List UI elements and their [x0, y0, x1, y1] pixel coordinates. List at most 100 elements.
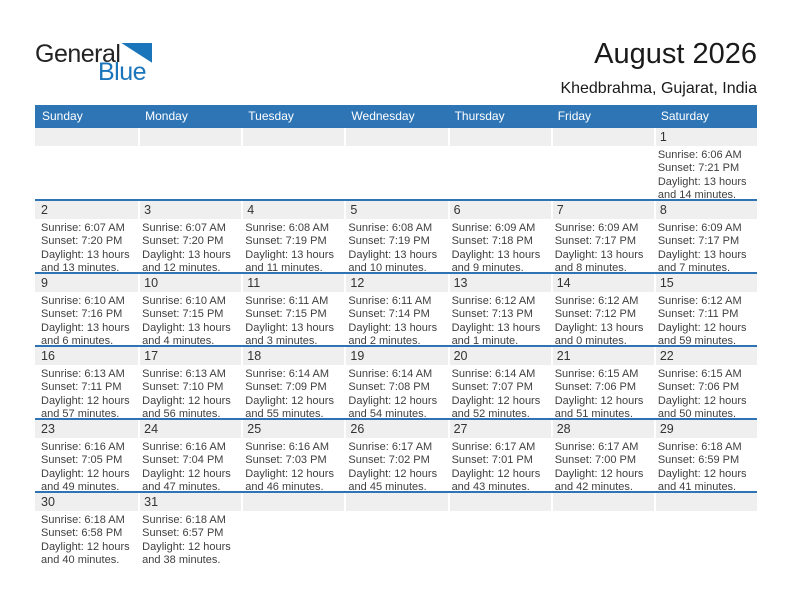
week-row-3: 9 Sunrise: 6:10 AM Sunset: 7:16 PM Daylight…	[35, 272, 757, 345]
page-header: General Blue August 2026 Khedbrahma, Guj…	[35, 0, 757, 105]
daylight-text: Daylight: 12 hours	[142, 467, 231, 480]
sunset-text: Sunset: 7:02 PM	[348, 454, 430, 467]
day-cell: 10 Sunrise: 6:10 AM Sunset: 7:15 PM Dayligh…	[138, 274, 242, 345]
day-number	[344, 493, 448, 511]
day-number: 24	[138, 420, 242, 438]
sunset-text: Sunset: 7:14 PM	[348, 308, 430, 321]
day-cell: 15 Sunrise: 6:12 AM Sunset: 7:11 PM Dayligh…	[653, 274, 757, 345]
daylight-text-2: and 57 minutes.	[41, 408, 120, 418]
day-cell: 13 Sunrise: 6:12 AM Sunset: 7:13 PM Dayligh…	[447, 274, 551, 345]
daylight-text: Daylight: 13 hours	[142, 321, 231, 334]
day-cell: 23 Sunrise: 6:16 AM Sunset: 7:05 PM Dayligh…	[35, 420, 139, 491]
sunset-text: Sunset: 7:19 PM	[245, 235, 327, 248]
day-number: 3	[138, 201, 242, 219]
sunrise-text: Sunrise: 6:11 AM	[348, 295, 432, 307]
daylight-text-2: and 13 minutes.	[41, 262, 120, 272]
day-number	[138, 128, 242, 146]
daylight-text: Daylight: 12 hours	[348, 467, 438, 480]
day-cell: 21 Sunrise: 6:15 AM Sunset: 7:06 PM Dayligh…	[550, 347, 654, 418]
daylight-text-2: and 43 minutes.	[451, 481, 530, 491]
day-number: 29	[653, 420, 757, 438]
day-number: 25	[241, 420, 345, 438]
dow-saturday: Saturday	[660, 108, 709, 123]
day-cell	[344, 128, 448, 199]
daylight-text: Daylight: 12 hours	[348, 394, 438, 407]
sunset-text: Sunset: 7:04 PM	[142, 454, 224, 467]
day-of-week-header-row: Sunday Monday Tuesday Wednesday Thursday…	[35, 105, 757, 126]
daylight-text-2: and 51 minutes.	[554, 408, 633, 418]
day-number	[344, 128, 448, 146]
daylight-text-2: and 40 minutes.	[41, 554, 120, 564]
daylight-text-2: and 45 minutes.	[348, 481, 427, 491]
day-number: 11	[241, 274, 345, 292]
daylight-text-2: and 7 minutes.	[657, 262, 730, 272]
day-number: 9	[35, 274, 139, 292]
sunrise-text: Sunrise: 6:14 AM	[245, 368, 330, 380]
sunset-text: Sunset: 7:06 PM	[554, 381, 637, 394]
day-cell	[241, 128, 345, 199]
daylight-text: Daylight: 12 hours	[657, 467, 747, 480]
page-title: August 2026	[594, 38, 757, 70]
daylight-text-2: and 10 minutes.	[348, 262, 427, 272]
daylight-text: Daylight: 13 hours	[245, 321, 334, 334]
daylight-text: Daylight: 13 hours	[245, 248, 334, 261]
day-number: 22	[653, 347, 757, 365]
day-number: 6	[447, 201, 551, 219]
day-number: 31	[138, 493, 242, 511]
sunset-text: Sunset: 6:59 PM	[657, 454, 740, 467]
daylight-text: Daylight: 12 hours	[41, 540, 130, 553]
daylight-text-2: and 4 minutes.	[142, 335, 215, 345]
sunset-text: Sunset: 7:19 PM	[348, 235, 430, 248]
daylight-text: Daylight: 12 hours	[554, 394, 644, 407]
sunrise-text: Sunrise: 6:07 AM	[41, 222, 125, 234]
week-row-4: 16 Sunrise: 6:13 AM Sunset: 7:11 PM Dayligh…	[35, 345, 757, 418]
daylight-text-2: and 38 minutes.	[142, 554, 221, 564]
day-cell: 1 Sunrise: 6:06 AM Sunset: 7:21 PM Daylight…	[653, 128, 757, 199]
day-cell: 6 Sunrise: 6:09 AM Sunset: 7:18 PM Daylight…	[447, 201, 551, 272]
daylight-text-2: and 6 minutes.	[41, 335, 114, 345]
sunset-text: Sunset: 7:21 PM	[657, 162, 740, 175]
day-number: 10	[138, 274, 242, 292]
day-cell: 4 Sunrise: 6:08 AM Sunset: 7:19 PM Daylight…	[241, 201, 345, 272]
sunset-text: Sunset: 7:13 PM	[451, 308, 533, 321]
day-cell	[447, 493, 551, 564]
day-number	[653, 493, 757, 511]
day-cell	[138, 128, 242, 199]
daylight-text-2: and 46 minutes.	[245, 481, 324, 491]
day-number: 7	[550, 201, 654, 219]
daylight-text-2: and 54 minutes.	[348, 408, 427, 418]
day-number: 16	[35, 347, 139, 365]
day-number	[447, 493, 551, 511]
daylight-text-2: and 55 minutes.	[245, 408, 324, 418]
sunset-text: Sunset: 7:15 PM	[142, 308, 224, 321]
daylight-text: Daylight: 12 hours	[657, 394, 747, 407]
sunrise-text: Sunrise: 6:10 AM	[142, 295, 226, 307]
day-number: 20	[447, 347, 551, 365]
sunset-text: Sunset: 6:57 PM	[142, 527, 224, 540]
sunrise-text: Sunrise: 6:18 AM	[142, 514, 226, 526]
daylight-text: Daylight: 13 hours	[142, 248, 231, 261]
daylight-text: Daylight: 13 hours	[451, 248, 541, 261]
week-row-5: 23 Sunrise: 6:16 AM Sunset: 7:05 PM Dayligh…	[35, 418, 757, 491]
sunset-text: Sunset: 7:17 PM	[657, 235, 740, 248]
day-cell: 5 Sunrise: 6:08 AM Sunset: 7:19 PM Daylight…	[344, 201, 448, 272]
day-cell	[550, 128, 654, 199]
day-number: 8	[653, 201, 757, 219]
daylight-text: Daylight: 13 hours	[451, 321, 541, 334]
day-number	[241, 493, 345, 511]
sunset-text: Sunset: 7:03 PM	[245, 454, 327, 467]
daylight-text: Daylight: 13 hours	[41, 248, 130, 261]
day-cell: 25 Sunrise: 6:16 AM Sunset: 7:03 PM Dayligh…	[241, 420, 345, 491]
logo-text-blue: Blue	[98, 58, 147, 86]
day-number: 15	[653, 274, 757, 292]
daylight-text-2: and 12 minutes.	[142, 262, 221, 272]
calendar-grid: Sunday Monday Tuesday Wednesday Thursday…	[35, 105, 757, 564]
day-number	[550, 128, 654, 146]
day-cell: 27 Sunrise: 6:17 AM Sunset: 7:01 PM Dayligh…	[447, 420, 551, 491]
day-cell: 12 Sunrise: 6:11 AM Sunset: 7:14 PM Dayligh…	[344, 274, 448, 345]
dow-tuesday: Tuesday	[248, 108, 294, 123]
daylight-text: Daylight: 13 hours	[554, 321, 644, 334]
day-number: 14	[550, 274, 654, 292]
daylight-text-2: and 0 minutes.	[554, 335, 627, 345]
sunrise-text: Sunrise: 6:15 AM	[554, 368, 639, 380]
